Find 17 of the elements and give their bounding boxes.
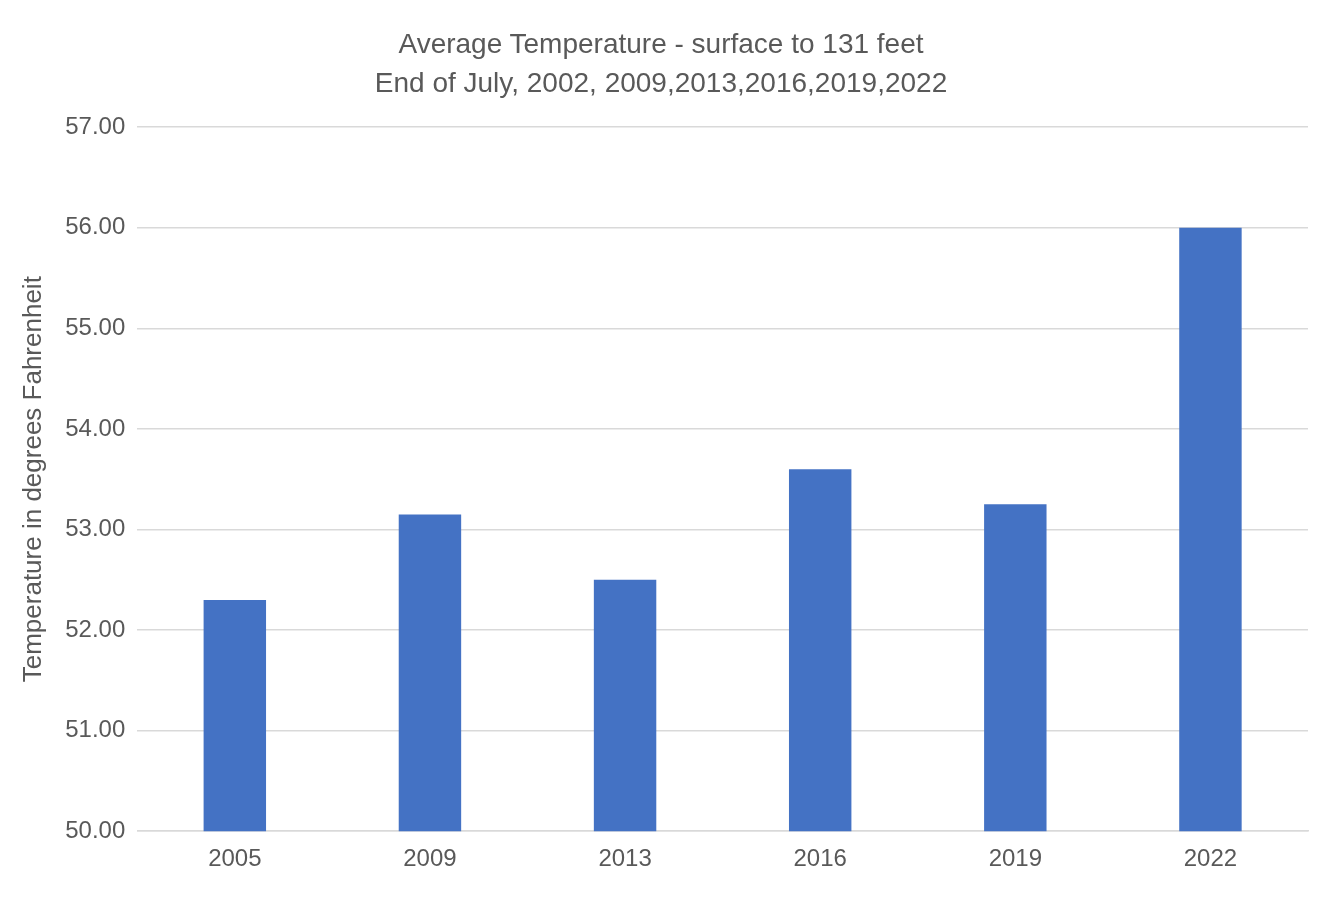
y-tick-label: 51.00 — [65, 715, 126, 743]
y-tick-label: 56.00 — [65, 212, 126, 240]
y-tick-label: 55.00 — [65, 312, 126, 340]
chart-title: Average Temperature - surface to 131 feet — [398, 27, 924, 59]
chart-subtitle: End of July, 2002, 2009,2013,2016,2019,2022 — [374, 67, 948, 99]
x-tick-label: 2013 — [598, 844, 652, 872]
x-tick-label: 2005 — [208, 844, 262, 872]
x-tick-label: 2009 — [403, 844, 457, 872]
x-tick-label: 2016 — [793, 844, 847, 872]
y-tick-label: 50.00 — [65, 815, 126, 843]
y-axis-title: Temperature in degrees Fahrenheit — [16, 275, 47, 683]
y-tick-label: 57.00 — [65, 111, 126, 139]
y-tick-label: 53.00 — [65, 514, 126, 542]
x-tick-label: 2019 — [988, 844, 1043, 872]
x-tick-label: 2022 — [1183, 844, 1238, 872]
y-tick-label: 54.00 — [65, 413, 126, 441]
y-tick-label: 52.00 — [65, 614, 126, 642]
